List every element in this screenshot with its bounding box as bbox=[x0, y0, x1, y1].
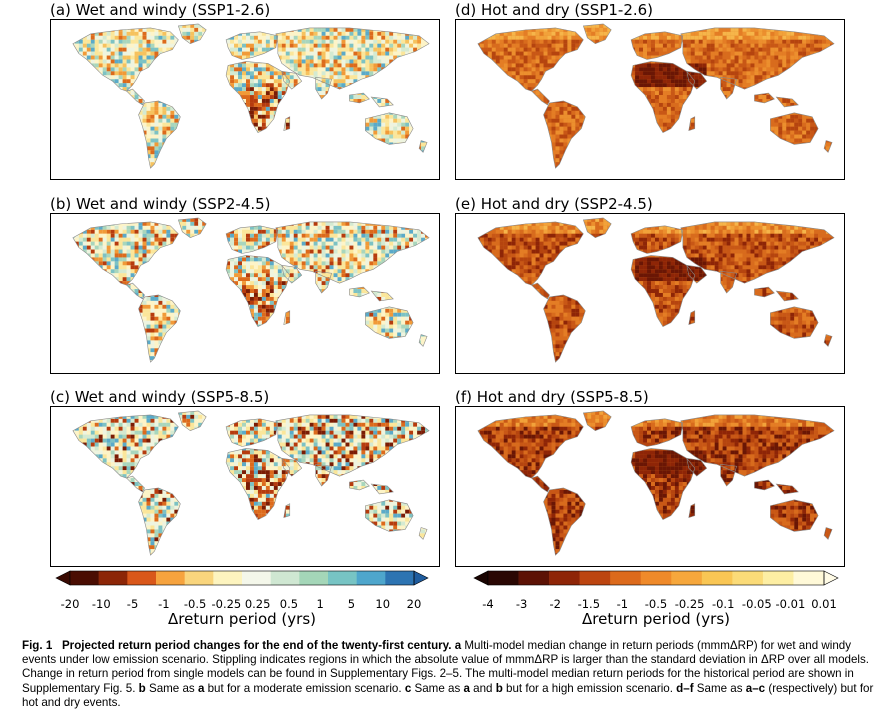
panel-title-e: (e) Hot and dry (SSP2-4.5) bbox=[455, 196, 653, 212]
colorbar-hot-tick-label: -0.1 bbox=[712, 597, 734, 611]
colorbar-hot-segment bbox=[793, 571, 825, 585]
colorbar-wet-segment bbox=[127, 571, 157, 585]
colorbar-wet-segment bbox=[70, 571, 99, 585]
colorbar-hot-tick-label: -4 bbox=[482, 597, 493, 611]
colorbar-wet-label: Δreturn period (yrs) bbox=[168, 610, 316, 628]
colorbar-hot-tick-label: 0.01 bbox=[811, 597, 837, 611]
colorbar-hot-tick-label: -3 bbox=[516, 597, 527, 611]
caption-text-b1: Same as bbox=[146, 682, 198, 695]
panel-title-c: (c) Wet and windy (SSP5-8.5) bbox=[50, 389, 269, 405]
colorbar-hot-tick-label: -0.5 bbox=[645, 597, 667, 611]
colorbar-wet-segment bbox=[270, 571, 300, 585]
colorbar-wet-segment bbox=[299, 571, 329, 585]
caption-ref-c-b: b bbox=[496, 682, 503, 695]
colorbar-hot-segment bbox=[488, 571, 519, 585]
caption-text-c2: and bbox=[470, 682, 496, 695]
map-panel-d bbox=[455, 19, 845, 180]
colorbar-wet-segment bbox=[213, 571, 243, 585]
colorbar-hot-segment bbox=[518, 571, 550, 585]
caption-ref-b: a bbox=[198, 682, 204, 695]
caption-title: Projected return period changes for the … bbox=[62, 639, 452, 652]
colorbar-wet-tick-label: -5 bbox=[127, 597, 138, 611]
colorbar-wet-tick-label: 0.5 bbox=[280, 597, 298, 611]
colorbar-hot-tick-label: -0.01 bbox=[776, 597, 806, 611]
caption-label-c: c bbox=[405, 682, 411, 695]
colorbar-wet-tick-label: -1 bbox=[158, 597, 169, 611]
caption-text-a: Multi-model median change in return peri… bbox=[22, 639, 869, 695]
caption-fig-number: Fig. 1 bbox=[22, 639, 52, 652]
colorbar-hot-segment bbox=[579, 571, 611, 585]
panel-title-d: (d) Hot and dry (SSP1-2.6) bbox=[455, 2, 653, 18]
caption-text-df2: (respectively) but for hot and dry event… bbox=[22, 682, 873, 709]
colorbar-hot-segment bbox=[762, 571, 794, 585]
colorbar-hot-extend-high bbox=[823, 570, 839, 586]
colorbar-wet-segment bbox=[385, 571, 415, 585]
colorbar-hot-segment bbox=[549, 571, 580, 585]
caption-label-df: d–f bbox=[676, 682, 693, 695]
colorbar-hot-segment bbox=[610, 571, 642, 585]
colorbar-wet-tick-label: 0.25 bbox=[245, 597, 271, 611]
colorbar-hot-tick-label: -1 bbox=[617, 597, 628, 611]
caption-ref-df: a–c bbox=[746, 682, 765, 695]
map-panel-f bbox=[455, 406, 845, 567]
panel-title-a: (a) Wet and windy (SSP1-2.6) bbox=[50, 2, 270, 18]
map-panel-a bbox=[50, 19, 440, 180]
colorbar-wet-extend-high bbox=[413, 570, 429, 586]
colorbar-wet-tick-label: 1 bbox=[317, 597, 324, 611]
caption-ref-c-a: a bbox=[463, 682, 469, 695]
colorbar-hot-tick-label: -1.5 bbox=[578, 597, 600, 611]
colorbar-wet-tick-label: 5 bbox=[348, 597, 355, 611]
figure-caption: Fig. 1 Projected return period changes f… bbox=[22, 639, 884, 710]
colorbar-wet-segment bbox=[156, 571, 185, 585]
panel-title-f: (f) Hot and dry (SSP5-8.5) bbox=[455, 389, 649, 405]
caption-text-df1: Same as bbox=[694, 682, 746, 695]
panel-title-b: (b) Wet and windy (SSP2-4.5) bbox=[50, 196, 271, 212]
colorbar-wet-segment bbox=[328, 571, 357, 585]
colorbar-wet-tick-label: -0.5 bbox=[184, 597, 206, 611]
colorbar-wet-segment bbox=[242, 571, 271, 585]
caption-text-b2: but for a moderate emission scenario. bbox=[204, 682, 404, 695]
colorbar-wet-extend-low bbox=[55, 570, 71, 586]
colorbar-wet-tick-label: 20 bbox=[407, 597, 422, 611]
caption-label-a: a bbox=[455, 639, 461, 652]
colorbar-wet-segment bbox=[356, 571, 386, 585]
colorbar-hot-label: Δreturn period (yrs) bbox=[582, 610, 730, 628]
colorbar-wet-tick-label: -10 bbox=[92, 597, 111, 611]
colorbar-hot-segment bbox=[701, 571, 733, 585]
colorbar-hot-segment bbox=[640, 571, 672, 585]
colorbar-wet-tick-label: -0.25 bbox=[211, 597, 241, 611]
caption-text-c3: but for a high emission scenario. bbox=[503, 682, 676, 695]
caption-label-b: b bbox=[139, 682, 146, 695]
colorbar-hot bbox=[473, 570, 839, 586]
map-panel-e bbox=[455, 213, 845, 374]
colorbar-hot-segment bbox=[732, 571, 764, 585]
colorbar-wet-tick-label: -20 bbox=[61, 597, 80, 611]
map-panel-b bbox=[50, 213, 440, 374]
colorbar-hot-tick-label: -0.05 bbox=[742, 597, 772, 611]
colorbar-hot-extend-low bbox=[473, 570, 489, 586]
colorbar-wet-segment bbox=[184, 571, 214, 585]
colorbar-wet-segment bbox=[98, 571, 128, 585]
colorbar-wet bbox=[55, 570, 429, 586]
caption-text-c1: Same as bbox=[411, 682, 463, 695]
colorbar-hot-segment bbox=[671, 571, 703, 585]
colorbar-wet-tick-label: 10 bbox=[375, 597, 390, 611]
colorbar-hot-tick-label: -2 bbox=[549, 597, 560, 611]
map-panel-c bbox=[50, 406, 440, 567]
colorbar-hot-tick-label: -0.25 bbox=[675, 597, 705, 611]
